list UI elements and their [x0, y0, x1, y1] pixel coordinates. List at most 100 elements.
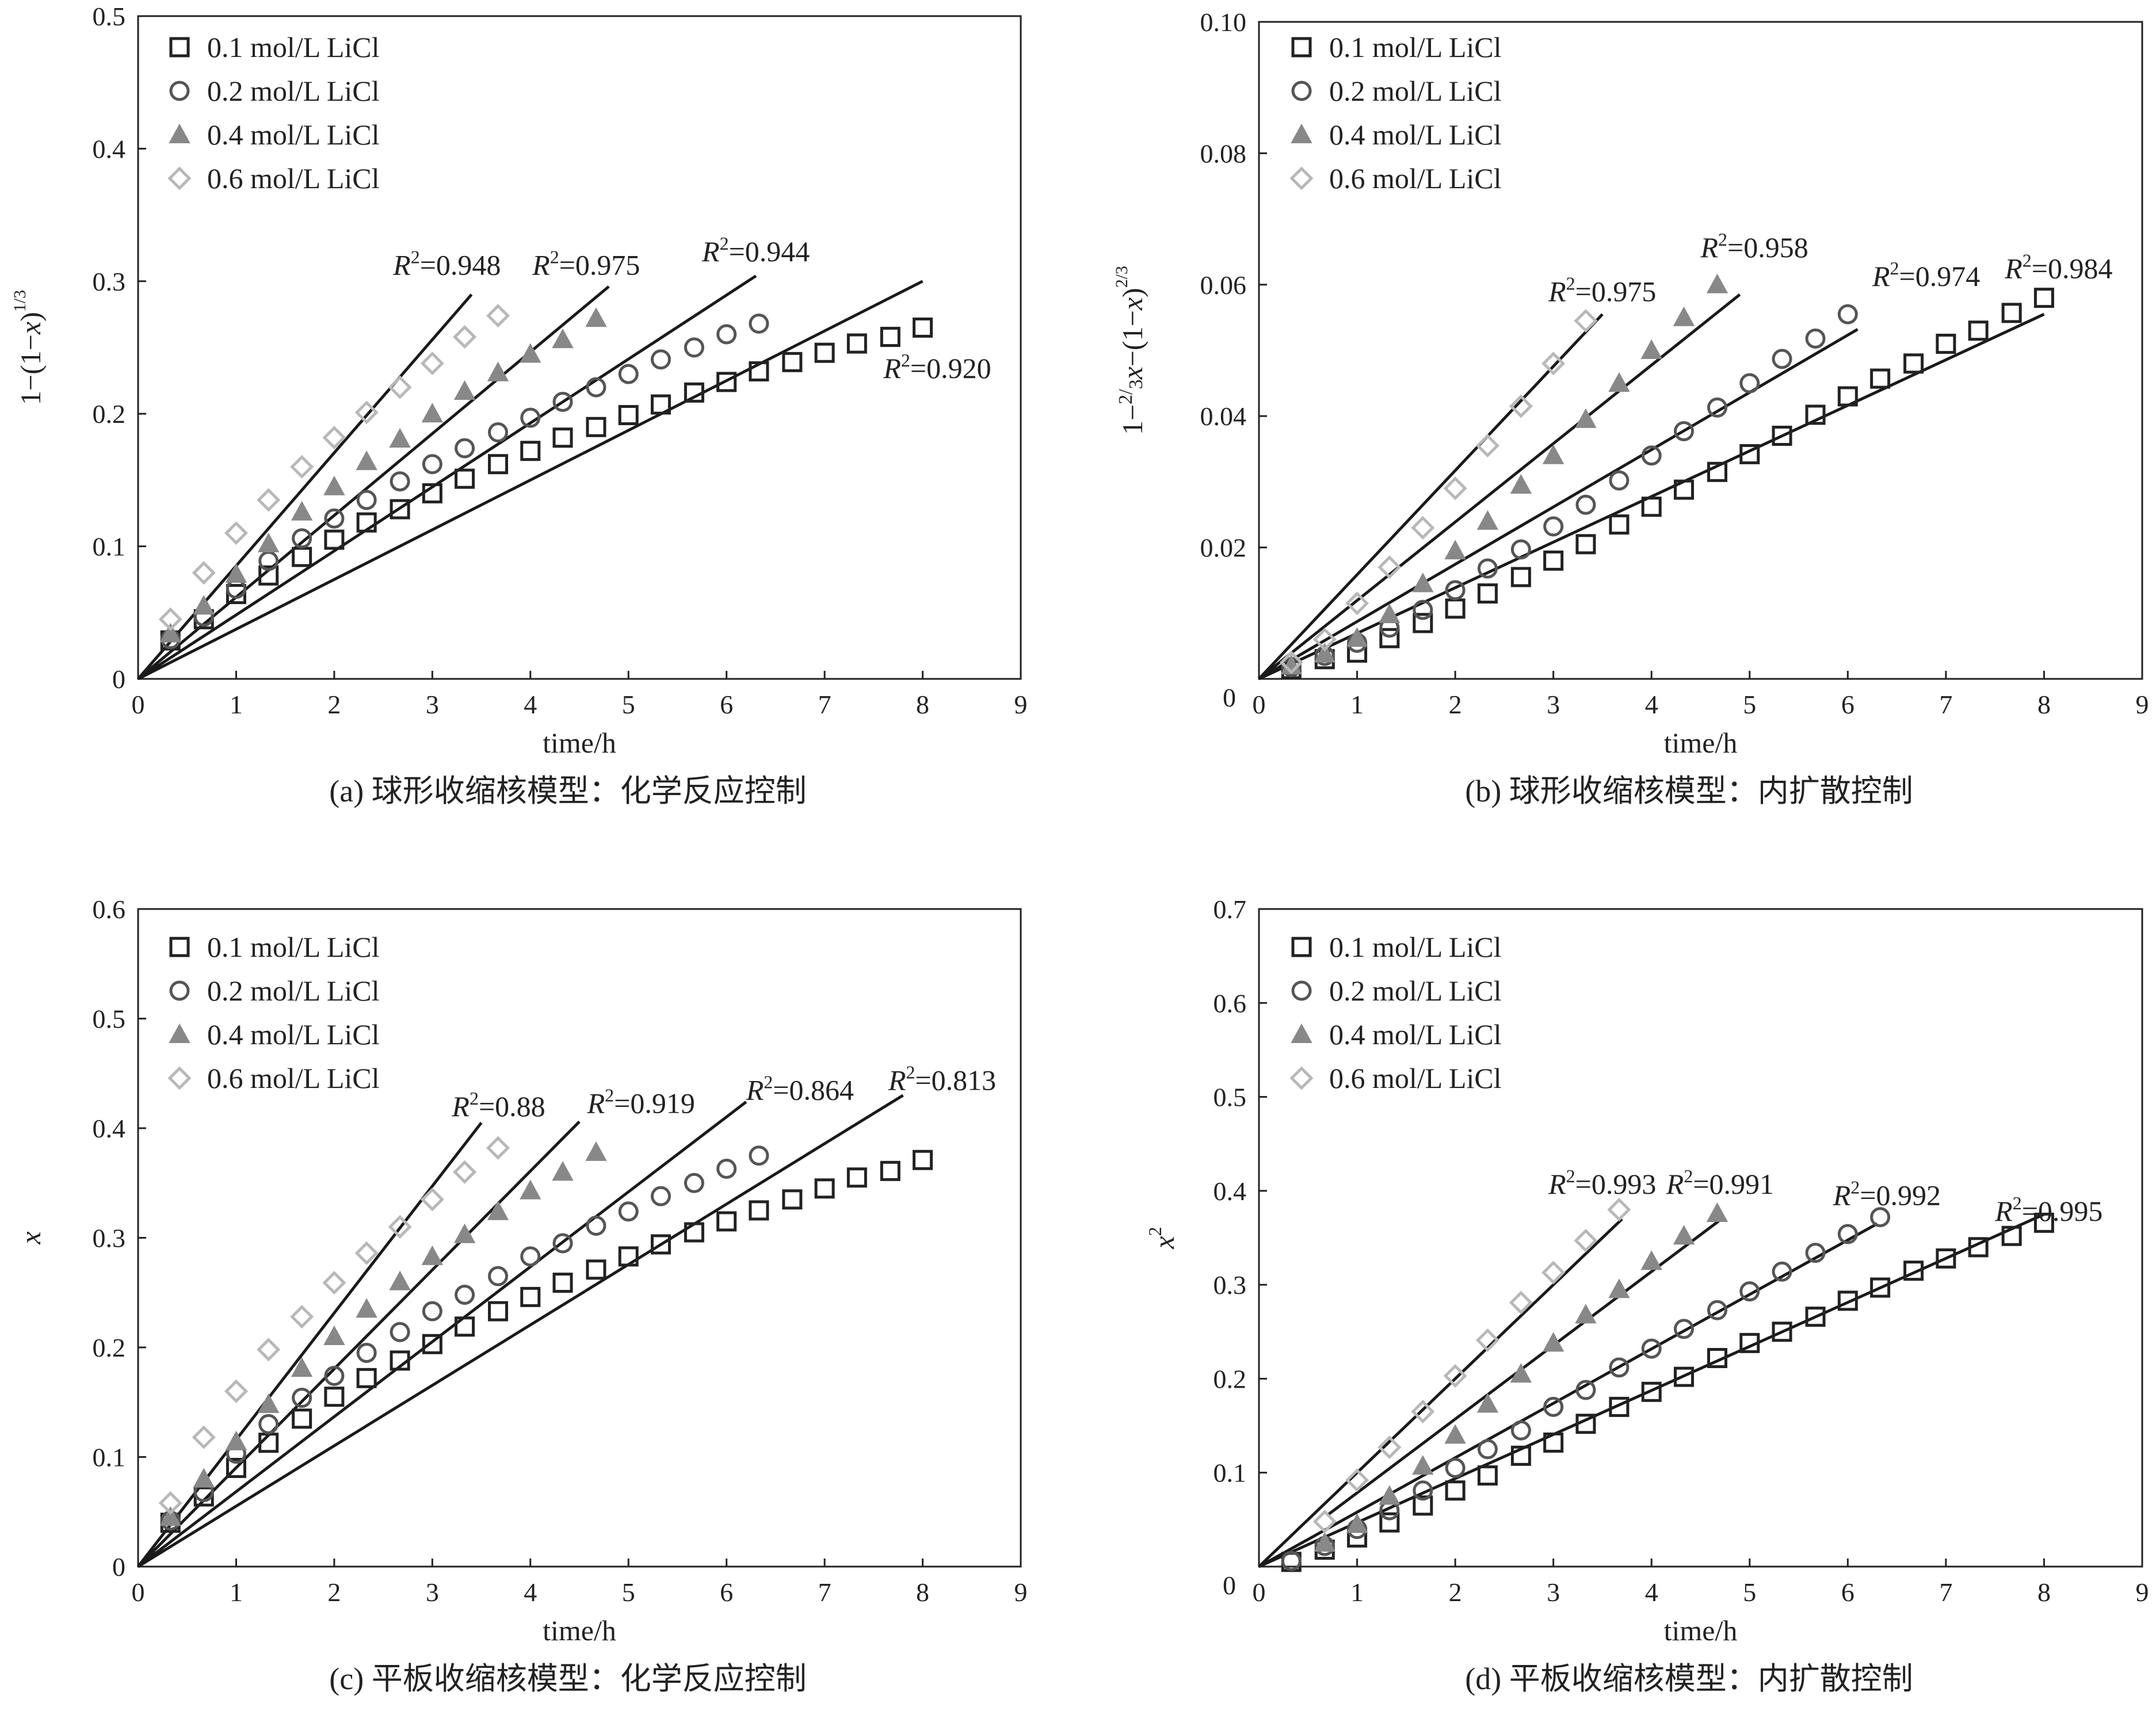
data-point [323, 475, 345, 495]
data-point [1476, 510, 1499, 530]
data-point [488, 422, 509, 442]
data-point [1837, 1290, 1858, 1311]
x-axis-label: time/h [543, 1614, 616, 1647]
data-point [224, 1379, 248, 1403]
r2-label: R2=0.813 [888, 1061, 996, 1096]
data-point [224, 521, 248, 545]
legend-label: 0.6 mol/L LiCl [207, 162, 380, 194]
data-point [1706, 1202, 1728, 1223]
data-point [2033, 1212, 2054, 1233]
data-point [158, 1491, 182, 1515]
data-point [455, 468, 475, 489]
data-point [1609, 470, 1630, 491]
x-axis: 0 1 2 3 4 5 6 7 8 9 [1253, 671, 2149, 719]
x-tick-label: 1 [1350, 690, 1364, 719]
data-point [487, 361, 509, 381]
data-point [520, 1286, 541, 1307]
data-point [420, 352, 444, 376]
data-point [520, 343, 541, 363]
legend-marker [169, 123, 190, 143]
x-tick-label: 5 [622, 1578, 635, 1607]
data-point [1377, 555, 1402, 579]
legend-marker [1291, 81, 1312, 101]
data-point [486, 304, 510, 328]
x-tick-label: 6 [720, 1578, 733, 1607]
data-point [716, 324, 737, 345]
data-point [814, 1178, 835, 1199]
data-point [1413, 1480, 1433, 1501]
panel-d: 0 1 2 3 4 5 6 7 8 9 0.1 0.2 0.3 0.4 0.5 0.6 0.7 0 time/h x2… [1144, 895, 2149, 1696]
y-tick-label: 0.4 [1214, 1177, 1247, 1206]
data-point [159, 1506, 181, 1526]
r2-label: R2=0.975 [1548, 273, 1656, 307]
r2-label: R2=0.864 [746, 1071, 854, 1106]
data-point [1772, 1261, 1792, 1282]
data-point [421, 1245, 444, 1265]
data-point [1412, 1455, 1434, 1475]
series-1 [1281, 1207, 1891, 1571]
y-tick-label: 0.6 [1214, 988, 1247, 1018]
data-point [1805, 404, 1826, 425]
data-point [453, 1223, 476, 1243]
series-1 [160, 1145, 769, 1531]
data-point [1509, 394, 1533, 418]
legend-marker [169, 937, 190, 957]
data-point [1641, 497, 1662, 517]
fit-line [137, 293, 473, 680]
data-point [1609, 1357, 1630, 1378]
data-point [487, 1200, 509, 1220]
y-tick-label: 0.7 [1214, 895, 1247, 924]
x-tick-label: 0 [132, 690, 145, 719]
series-3 [1312, 1197, 1631, 1534]
data-point [1346, 1513, 1368, 1533]
data-point [226, 584, 246, 605]
x-tick-label: 7 [1939, 1578, 1952, 1607]
x-axis: 0 1 2 3 4 5 6 7 8 9 [1253, 1559, 2149, 1607]
legend-label: 0.2 mol/L LiCl [207, 75, 380, 107]
series-0 [1281, 288, 2054, 679]
data-point [422, 1334, 442, 1354]
data-point [749, 314, 769, 334]
data-point [324, 508, 345, 529]
data-point [390, 1350, 410, 1371]
data-point [292, 1388, 312, 1408]
data-point [880, 1160, 900, 1181]
data-point [1379, 1512, 1400, 1533]
r2-label: R2=0.948 [392, 246, 501, 281]
fit-line [1258, 1218, 1623, 1568]
data-point [1575, 1304, 1597, 1324]
fit-lines [1258, 1213, 2045, 1568]
data-point [1641, 1338, 1662, 1359]
fit-line [1258, 293, 1741, 680]
legend-marker [1291, 37, 1312, 58]
y-tick-label: 0.2 [1214, 1364, 1247, 1393]
data-point [1574, 309, 1598, 333]
data-point [1641, 445, 1662, 466]
legend-marker [1291, 937, 1312, 957]
data-point [716, 1158, 737, 1179]
data-point [453, 325, 477, 349]
data-point [1346, 627, 1368, 647]
data-point [421, 403, 444, 423]
data-point [1411, 1400, 1435, 1424]
data-point [586, 1216, 606, 1236]
x-tick-label: 0 [1253, 1578, 1266, 1607]
r2-label: R2=0.958 [1700, 229, 1808, 263]
data-point [846, 333, 867, 354]
x-tick-label: 4 [524, 690, 537, 719]
data-point [390, 1322, 410, 1342]
data-point [1772, 425, 1792, 446]
data-point [192, 1425, 216, 1449]
y-tick-label: 0.2 [93, 1333, 126, 1362]
legend-marker [1291, 1023, 1312, 1043]
y-tick-label: 0.5 [93, 1005, 126, 1034]
data-point [1510, 1445, 1531, 1466]
plot-frame [1258, 908, 2143, 1568]
data-point [618, 405, 639, 426]
legend-marker [1289, 1066, 1314, 1090]
data-point [846, 1167, 867, 1188]
data-point [552, 391, 573, 412]
data-point [1673, 306, 1695, 326]
r2-label: R2=0.975 [532, 246, 640, 281]
data-point [1837, 1224, 1858, 1244]
